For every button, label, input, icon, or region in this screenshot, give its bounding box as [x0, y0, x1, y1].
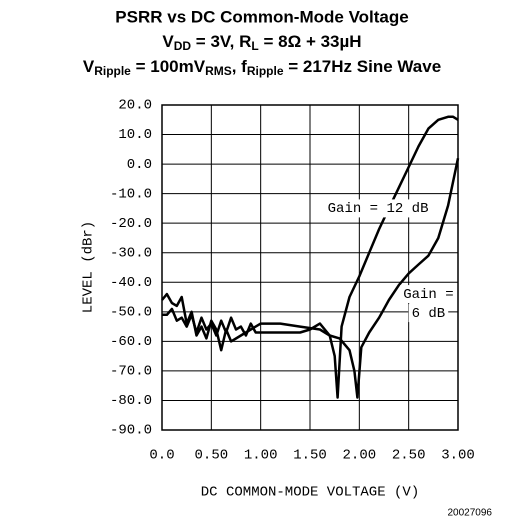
chart-title: PSRR vs DC Common-Mode Voltage	[115, 7, 408, 26]
annotation-bg	[324, 199, 432, 218]
annotation-bg	[400, 285, 457, 304]
chart-subtitle: VDD = 3V, RL = 8Ω + 33µH	[162, 32, 361, 53]
y-axis-label: LEVEL (dBr)	[81, 221, 97, 313]
y-tick-label: 0.0	[127, 157, 152, 173]
subtitle-run: = 3V, R	[191, 32, 251, 51]
subscript: RMS	[205, 64, 232, 78]
x-tick-label: 0.50	[195, 448, 229, 464]
x-tick-label: 1.50	[293, 448, 327, 464]
x-axis-label: DC COMMON-MODE VOLTAGE (V)	[201, 485, 419, 501]
annotation: Gain = 12 dB	[328, 201, 429, 217]
subscript: L	[251, 39, 258, 53]
data-line	[161, 157, 460, 399]
subtitle-run: = 8Ω + 33µH	[259, 32, 362, 51]
y-tick-label: -40.0	[110, 275, 152, 291]
y-tick-label: 10.0	[118, 127, 152, 143]
subtitle-run: , f	[232, 57, 247, 76]
annotation-bg	[408, 304, 449, 323]
subtitle-run: = 100mV	[131, 57, 206, 76]
y-tick-label: -50.0	[110, 305, 152, 321]
y-tick-label: -20.0	[110, 216, 152, 232]
y-tick-label: -70.0	[110, 364, 152, 380]
y-tick-label: -30.0	[110, 245, 152, 261]
x-tick-label: 0.0	[149, 448, 174, 464]
y-tick-label: -10.0	[110, 186, 152, 202]
chart-subtitle: VRipple = 100mVRMS, fRipple = 217Hz Sine…	[83, 57, 441, 78]
y-tick-label: -60.0	[110, 334, 152, 350]
x-tick-label: 2.00	[343, 448, 377, 464]
plot-frame	[161, 104, 459, 431]
annotation: Gain =	[403, 287, 453, 303]
y-tick-label: -90.0	[110, 423, 152, 439]
subscript: Ripple	[247, 64, 284, 78]
x-tick-label: 3.00	[441, 448, 475, 464]
x-tick-label: 2.50	[392, 448, 426, 464]
y-tick-label: 20.0	[118, 98, 152, 114]
subscript: DD	[174, 39, 192, 53]
footnote: 20027096	[448, 508, 493, 519]
subtitle-run: = 217Hz Sine Wave	[284, 57, 442, 76]
x-tick-label: 1.00	[244, 448, 278, 464]
subtitle-run: V	[162, 32, 174, 51]
annotation: 6 dB	[412, 306, 446, 322]
y-tick-label: -80.0	[110, 393, 152, 409]
subtitle-run: V	[83, 57, 95, 76]
subscript: Ripple	[94, 64, 131, 78]
